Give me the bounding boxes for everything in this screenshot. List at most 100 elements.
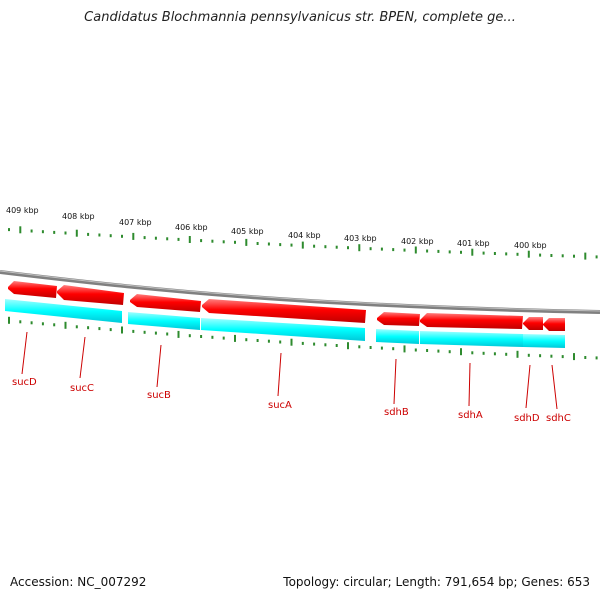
- scale-tick-minor: [482, 251, 485, 255]
- gene-leader-line: [21, 331, 28, 375]
- scale-tick-minor: [41, 230, 44, 234]
- kbp-label: 403 kbp: [344, 234, 377, 243]
- genome-summary-text: Topology: circular; Length: 791,654 bp; …: [283, 575, 590, 589]
- scale-tick-minor: [595, 255, 598, 259]
- scale-tick-minor: [550, 254, 553, 257]
- genome-backbone-highlight: [0, 270, 600, 312]
- scale-tick-major: [177, 330, 180, 338]
- gene-label-sdhD[interactable]: sdhD: [514, 413, 540, 424]
- gene-arrow-sucC[interactable]: [57, 285, 124, 305]
- scale-tick-major: [414, 246, 417, 254]
- scale-tick-minor: [437, 249, 440, 253]
- scale-tick-minor: [87, 326, 90, 330]
- gene-label-sucD[interactable]: sucD: [12, 377, 37, 388]
- gene-leader-line: [468, 362, 471, 407]
- scale-tick-minor: [8, 228, 10, 232]
- cds-segment: [420, 331, 523, 347]
- kbp-label: 405 kbp: [231, 227, 264, 236]
- scale-tick-minor: [595, 356, 598, 360]
- gene-leader-line: [525, 364, 531, 409]
- scale-tick-minor: [132, 329, 135, 333]
- scale-tick-minor: [516, 252, 519, 256]
- gene-labels: [21, 331, 558, 410]
- scale-tick-minor: [414, 348, 417, 352]
- gene-arrow-sdhD[interactable]: [523, 317, 543, 330]
- scale-tick-minor: [471, 351, 474, 355]
- scale-tick-minor: [426, 249, 429, 253]
- scale-tick-major: [188, 236, 191, 243]
- gene-label-sucC[interactable]: sucC: [70, 383, 94, 394]
- scale-tick-major: [460, 348, 462, 356]
- scale-tick-minor: [30, 229, 33, 233]
- scale-tick-minor: [267, 339, 270, 343]
- scale-tick-minor: [166, 237, 169, 241]
- scale-tick-minor: [267, 242, 270, 246]
- scale-tick-minor: [109, 234, 112, 238]
- scale-tick-major: [290, 338, 293, 346]
- scale-tick-minor: [290, 243, 293, 247]
- cds-band: [5, 299, 565, 348]
- scale-tick-minor: [211, 335, 214, 339]
- scale-tick-minor: [41, 322, 44, 326]
- scale-tick-minor: [53, 230, 56, 234]
- scale-tick-minor: [188, 334, 191, 338]
- gene-arrow-sdhB[interactable]: [377, 312, 420, 326]
- gene-leader-line: [79, 336, 86, 379]
- scale-tick-minor: [403, 248, 406, 252]
- gene-arrow-sucA[interactable]: [202, 299, 366, 323]
- scale-tick-minor: [313, 244, 316, 248]
- gene-arrow-sdhC[interactable]: [543, 318, 565, 331]
- gene-arrow-sucB[interactable]: [130, 294, 201, 312]
- scale-ticks-bottom: [8, 316, 598, 361]
- gene-arrow-sdhA[interactable]: [420, 313, 523, 329]
- genome-backbone: [0, 270, 600, 314]
- scale-tick-minor: [177, 237, 180, 241]
- scale-tick-minor: [482, 351, 485, 355]
- scale-tick-major: [584, 252, 587, 260]
- scale-tick-minor: [335, 344, 338, 347]
- kbp-label: 409 kbp: [6, 206, 39, 215]
- scale-tick-major: [245, 238, 248, 246]
- scale-tick-minor: [166, 332, 169, 336]
- scale-tick-minor: [53, 323, 56, 327]
- scale-tick-minor: [98, 327, 101, 331]
- gene-label-sucB[interactable]: sucB: [147, 390, 171, 401]
- scale-tick-major: [64, 321, 67, 329]
- scale-tick-minor: [493, 352, 496, 356]
- kbp-label: 404 kbp: [288, 231, 321, 240]
- kbp-scale: 409 kbp 408 kbp 407 kbp 406 kbp 405 kbp …: [6, 206, 547, 250]
- scale-tick-minor: [154, 236, 157, 240]
- scale-tick-major: [121, 326, 123, 334]
- scale-tick-minor: [369, 247, 372, 251]
- scale-tick-minor: [121, 234, 123, 238]
- scale-tick-minor: [301, 341, 304, 345]
- gene-arrows: [8, 281, 565, 331]
- gene-label-sdhA[interactable]: sdhA: [458, 410, 483, 421]
- gene-label-sucA[interactable]: sucA: [268, 400, 292, 411]
- scale-tick-minor: [335, 245, 338, 249]
- accession-text: Accession: NC_007292: [10, 575, 147, 589]
- scale-tick-major: [19, 226, 22, 234]
- scale-tick-minor: [539, 354, 542, 358]
- scale-tick-major: [573, 353, 575, 361]
- scale-tick-major: [527, 250, 530, 258]
- genome-title: Candidatus Blochmannia pennsylvanicus st…: [84, 10, 516, 25]
- scale-tick-minor: [505, 252, 508, 256]
- gene-arrow-sucD[interactable]: [8, 281, 57, 298]
- gene-label-sdhC[interactable]: sdhC: [546, 413, 571, 424]
- scale-tick-minor: [584, 356, 587, 359]
- kbp-label: 408 kbp: [62, 212, 95, 221]
- scale-tick-minor: [279, 243, 282, 247]
- gene-label-sdhB[interactable]: sdhB: [384, 407, 409, 418]
- scale-tick-minor: [550, 354, 553, 358]
- scale-tick-minor: [19, 320, 22, 324]
- scale-tick-minor: [527, 353, 530, 357]
- scale-tick-minor: [561, 254, 564, 258]
- scale-tick-minor: [143, 236, 146, 240]
- scale-tick-major: [234, 334, 236, 342]
- scale-tick-minor: [98, 233, 101, 237]
- scale-tick-major: [358, 244, 361, 252]
- scale-ticks-top: [8, 226, 598, 260]
